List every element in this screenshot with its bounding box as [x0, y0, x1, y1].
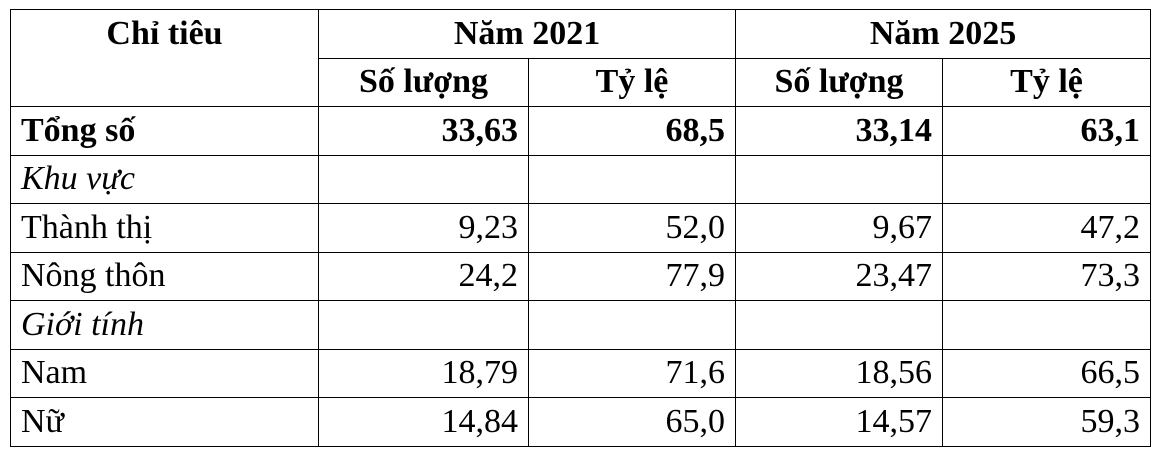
cell: 47,2: [942, 203, 1152, 253]
cell: 24,2: [318, 251, 529, 301]
cell: 18,79: [318, 348, 529, 398]
cell: 52,0: [527, 203, 737, 253]
subheader: Tỷ lệ: [527, 57, 737, 107]
cell: 71,6: [527, 348, 737, 398]
row-label: Thành thị: [10, 203, 319, 253]
cell: 65,0: [527, 397, 737, 447]
subheader: Tỷ lệ: [942, 57, 1152, 107]
section-title: Giới tính: [10, 300, 319, 350]
cell: 14,84: [318, 397, 529, 447]
data-table: Chỉ tiêu Năm 2021 Năm 2025 Số lượng Tỷ l…: [10, 9, 1152, 447]
table-row: Thành thị 9,23 52,0 9,67 47,2: [10, 203, 1152, 253]
section-row: Khu vực: [10, 154, 1152, 204]
row-label: Tổng số: [10, 106, 319, 156]
cell: 66,5: [942, 348, 1152, 398]
section-row: Giới tính: [10, 300, 1152, 350]
subheader: Số lượng: [735, 57, 944, 107]
section-title: Khu vực: [10, 154, 319, 204]
table-body: Tổng số 33,63 68,5 33,14 63,1 Khu vực Thành th…: [10, 106, 1152, 447]
row-label: Nông thôn: [10, 251, 319, 301]
cell: 18,56: [735, 348, 944, 398]
empty-cell: [942, 154, 1152, 204]
cell: 73,3: [942, 251, 1152, 301]
empty-cell: [318, 300, 529, 350]
cell: 9,23: [318, 203, 529, 253]
cell: 63,1: [942, 106, 1152, 156]
table-row: Nông thôn 24,2 77,9 23,47 73,3: [10, 251, 1152, 301]
cell: 77,9: [527, 251, 737, 301]
empty-cell: [735, 154, 944, 204]
cell: 14,57: [735, 397, 944, 447]
cell: 23,47: [735, 251, 944, 301]
empty-cell: [942, 300, 1152, 350]
subheader: Số lượng: [318, 57, 529, 107]
cell: 68,5: [527, 106, 737, 156]
row-label-header: Chỉ tiêu: [10, 9, 319, 107]
empty-cell: [527, 154, 737, 204]
row-label: Nam: [10, 348, 319, 398]
cell: 59,3: [942, 397, 1152, 447]
header-row: Chỉ tiêu Năm 2021 Năm 2025: [10, 9, 1152, 107]
group-header: Năm 2021: [317, 9, 737, 59]
row-label: Nữ: [10, 397, 319, 447]
table-header: Chỉ tiêu Năm 2021 Năm 2025 Số lượng Tỷ l…: [10, 9, 1152, 107]
empty-cell: [527, 300, 737, 350]
table-row: Tổng số 33,63 68,5 33,14 63,1: [10, 106, 1152, 156]
table-row: Nam 18,79 71,6 18,56 66,5: [10, 348, 1152, 398]
empty-cell: [318, 154, 529, 204]
cell: 9,67: [735, 203, 944, 253]
cell: 33,63: [318, 106, 529, 156]
group-header: Năm 2025: [735, 9, 1152, 59]
cell: 33,14: [735, 106, 944, 156]
table-row: Nữ 14,84 65,0 14,57 59,3: [10, 397, 1152, 447]
empty-cell: [735, 300, 944, 350]
